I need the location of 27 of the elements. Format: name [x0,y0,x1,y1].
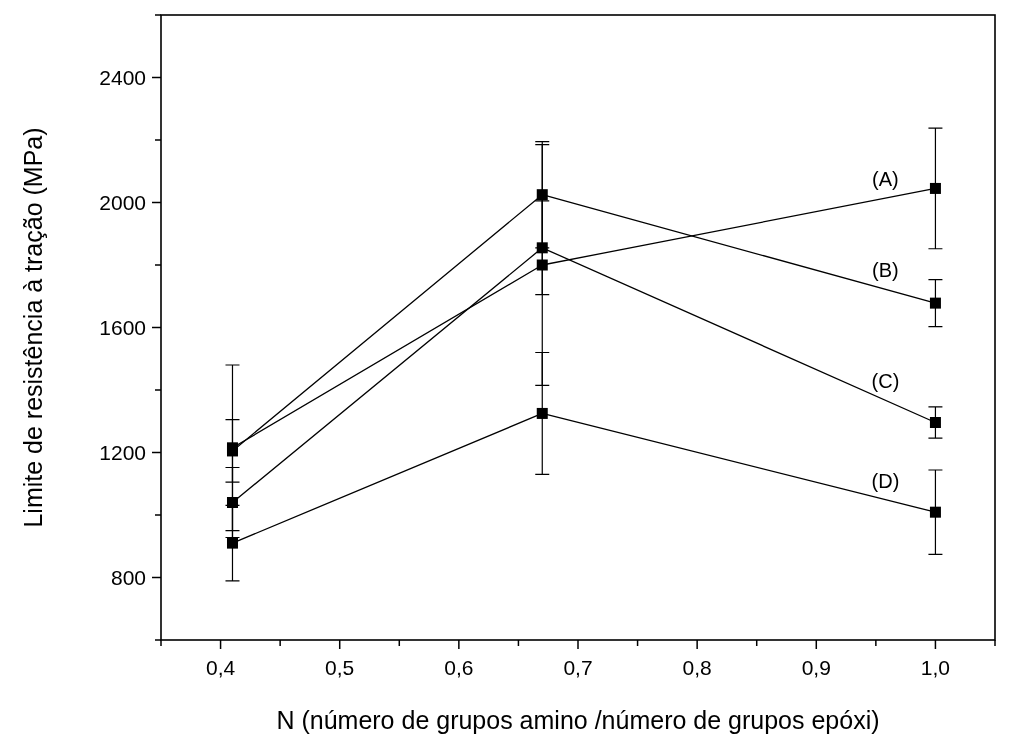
y-axis-title: Limite de resistência à tração (MPa) [19,127,47,528]
point [536,259,548,271]
series-label: (B) [872,259,899,282]
x-tick-label: 0,8 [682,656,712,679]
x-tick-label: 0,5 [325,656,355,679]
series-label: (C) [871,370,900,393]
x-tick-label: 0,4 [205,656,236,679]
y-tick-label: 2400 [99,65,146,89]
point [536,407,548,419]
series-label: (D) [871,469,900,492]
y-tick-label: 2000 [99,190,146,214]
point [226,537,238,549]
y-tick-label: 1600 [99,315,146,339]
point [536,242,548,254]
y-tick-label: 800 [110,565,146,589]
x-axis-title: N (número de grupos amino /número de grupos epóxi) [276,706,880,734]
series-label: (A) [872,168,899,191]
y-tick-label: 1200 [99,440,146,464]
x-tick-label: 1,0 [920,656,951,679]
point [929,297,941,309]
point [929,417,941,428]
point [929,506,941,518]
point [929,182,941,194]
x-tick-label: 0,7 [563,656,593,679]
point [536,189,548,201]
x-tick-label: 0,6 [444,656,474,679]
x-tick-label: 0,9 [801,656,831,679]
